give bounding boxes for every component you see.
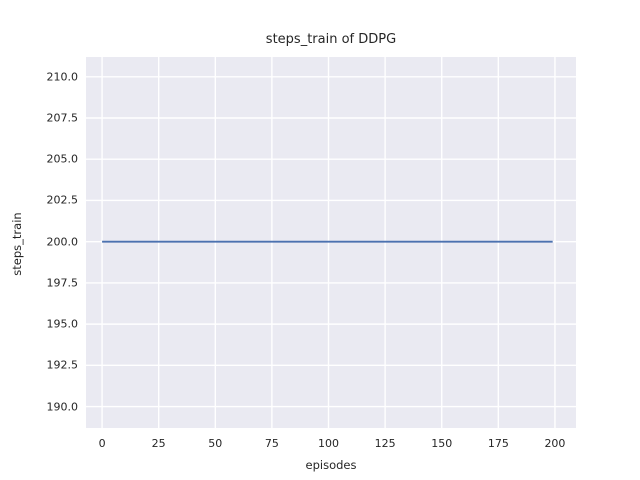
x-tick-label: 125 bbox=[374, 437, 396, 450]
chart-title: steps_train of DDPG bbox=[265, 32, 397, 47]
x-tick-label: 100 bbox=[318, 437, 339, 450]
x-tick-label: 25 bbox=[151, 437, 166, 450]
y-tick-label: 207.5 bbox=[46, 111, 79, 125]
x-tick-label: 200 bbox=[544, 437, 566, 450]
x-axis-label: episodes bbox=[305, 458, 357, 472]
chart-canvas bbox=[86, 57, 576, 428]
plot-area bbox=[86, 57, 576, 428]
x-tick-label: 75 bbox=[264, 437, 279, 450]
x-tick-label: 175 bbox=[487, 437, 509, 450]
x-tick-label: 0 bbox=[98, 437, 106, 450]
y-tick-label: 195.0 bbox=[46, 317, 79, 331]
y-tick-label: 200.0 bbox=[46, 235, 79, 249]
y-tick-label: 192.5 bbox=[46, 358, 79, 372]
y-axis-label: steps_train bbox=[10, 212, 24, 276]
x-tick-label: 50 bbox=[208, 437, 223, 450]
y-tick-label: 210.0 bbox=[46, 70, 79, 84]
y-tick-label: 205.0 bbox=[46, 152, 79, 166]
y-tick-label: 202.5 bbox=[46, 193, 79, 207]
y-tick-label: 197.5 bbox=[46, 276, 79, 290]
y-tick-label: 190.0 bbox=[46, 400, 79, 414]
x-tick-label: 150 bbox=[431, 437, 453, 450]
